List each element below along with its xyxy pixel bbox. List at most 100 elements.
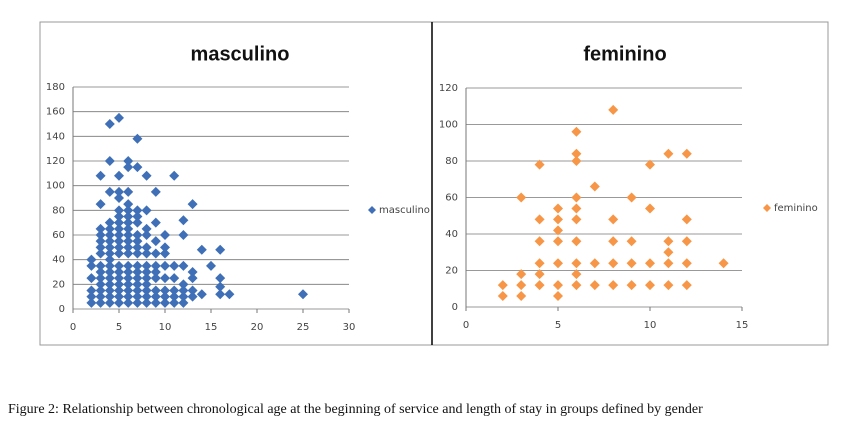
point: [95, 170, 106, 181]
point: [114, 285, 124, 296]
y-tick-label: 60: [445, 193, 458, 204]
point: [104, 186, 115, 197]
point: [104, 248, 115, 259]
point: [178, 297, 189, 308]
point: [104, 273, 115, 284]
y-tick-label: 0: [59, 304, 65, 315]
point: [141, 205, 152, 216]
point: [178, 285, 189, 296]
point: [571, 126, 582, 137]
point: [160, 297, 170, 308]
point: [132, 273, 143, 284]
point: [608, 258, 619, 269]
point: [132, 267, 143, 277]
x-tick-label: 0: [463, 320, 469, 331]
point: [114, 186, 124, 197]
point: [298, 289, 308, 300]
point: [150, 267, 161, 277]
point: [169, 285, 180, 296]
point: [123, 279, 134, 290]
point: [132, 236, 143, 247]
point: [663, 280, 674, 291]
point: [86, 260, 97, 271]
point: [114, 205, 124, 216]
point: [663, 236, 674, 247]
x-tick-label: 0: [70, 322, 76, 333]
point: [114, 112, 124, 123]
point: [95, 285, 106, 296]
point: [215, 289, 226, 300]
point: [104, 119, 115, 129]
point: [215, 244, 226, 255]
point: [571, 280, 582, 291]
point: [626, 192, 637, 203]
point: [114, 193, 124, 203]
point: [141, 285, 152, 296]
point: [104, 156, 115, 166]
point: [516, 291, 527, 302]
point: [571, 192, 582, 203]
point: [516, 280, 527, 291]
point: [626, 280, 637, 291]
point: [160, 285, 170, 296]
y-tick-label: 160: [46, 107, 65, 118]
point: [534, 280, 545, 291]
point: [571, 203, 582, 214]
x-tick-label: 15: [205, 322, 218, 333]
point: [141, 267, 152, 277]
point: [608, 280, 619, 291]
point: [141, 273, 152, 284]
point: [104, 267, 115, 277]
point: [114, 248, 124, 259]
point: [160, 248, 170, 259]
point: [589, 181, 600, 192]
point: [95, 291, 106, 302]
point: [123, 291, 134, 302]
point: [553, 280, 563, 291]
legend-label: masculino: [379, 205, 430, 216]
point: [114, 267, 124, 277]
point: [571, 269, 582, 280]
point: [160, 230, 170, 240]
point: [150, 273, 161, 284]
right-panel: [431, 21, 829, 346]
point: [681, 236, 692, 247]
y-tick-label: 60: [52, 230, 65, 241]
point: [123, 186, 134, 197]
point: [534, 214, 545, 225]
point: [141, 260, 152, 271]
point: [86, 254, 97, 265]
caption: Figure 2: Relationship between chronolog…: [8, 402, 703, 417]
legend-marker: [368, 206, 376, 214]
point: [553, 225, 563, 236]
point: [141, 230, 152, 240]
point: [123, 156, 134, 166]
point: [224, 289, 235, 300]
point: [104, 260, 115, 271]
point: [123, 223, 134, 234]
point: [178, 230, 189, 240]
point: [132, 279, 143, 290]
legend-label: feminino: [774, 203, 818, 214]
point: [123, 297, 134, 308]
point: [608, 236, 619, 247]
point: [104, 217, 115, 228]
point: [123, 230, 134, 240]
point: [114, 291, 124, 302]
point: [123, 217, 134, 228]
point: [141, 170, 152, 181]
x-tick-label: 5: [116, 322, 122, 333]
point: [160, 260, 170, 271]
point: [497, 280, 508, 291]
point: [95, 279, 106, 290]
point: [169, 291, 180, 302]
point: [132, 285, 143, 296]
x-tick-label: 20: [251, 322, 264, 333]
point: [196, 289, 207, 300]
point: [95, 199, 106, 210]
point: [169, 273, 180, 284]
point: [132, 248, 143, 259]
point: [187, 285, 198, 296]
point: [132, 133, 143, 144]
x-tick-label: 30: [343, 322, 356, 333]
